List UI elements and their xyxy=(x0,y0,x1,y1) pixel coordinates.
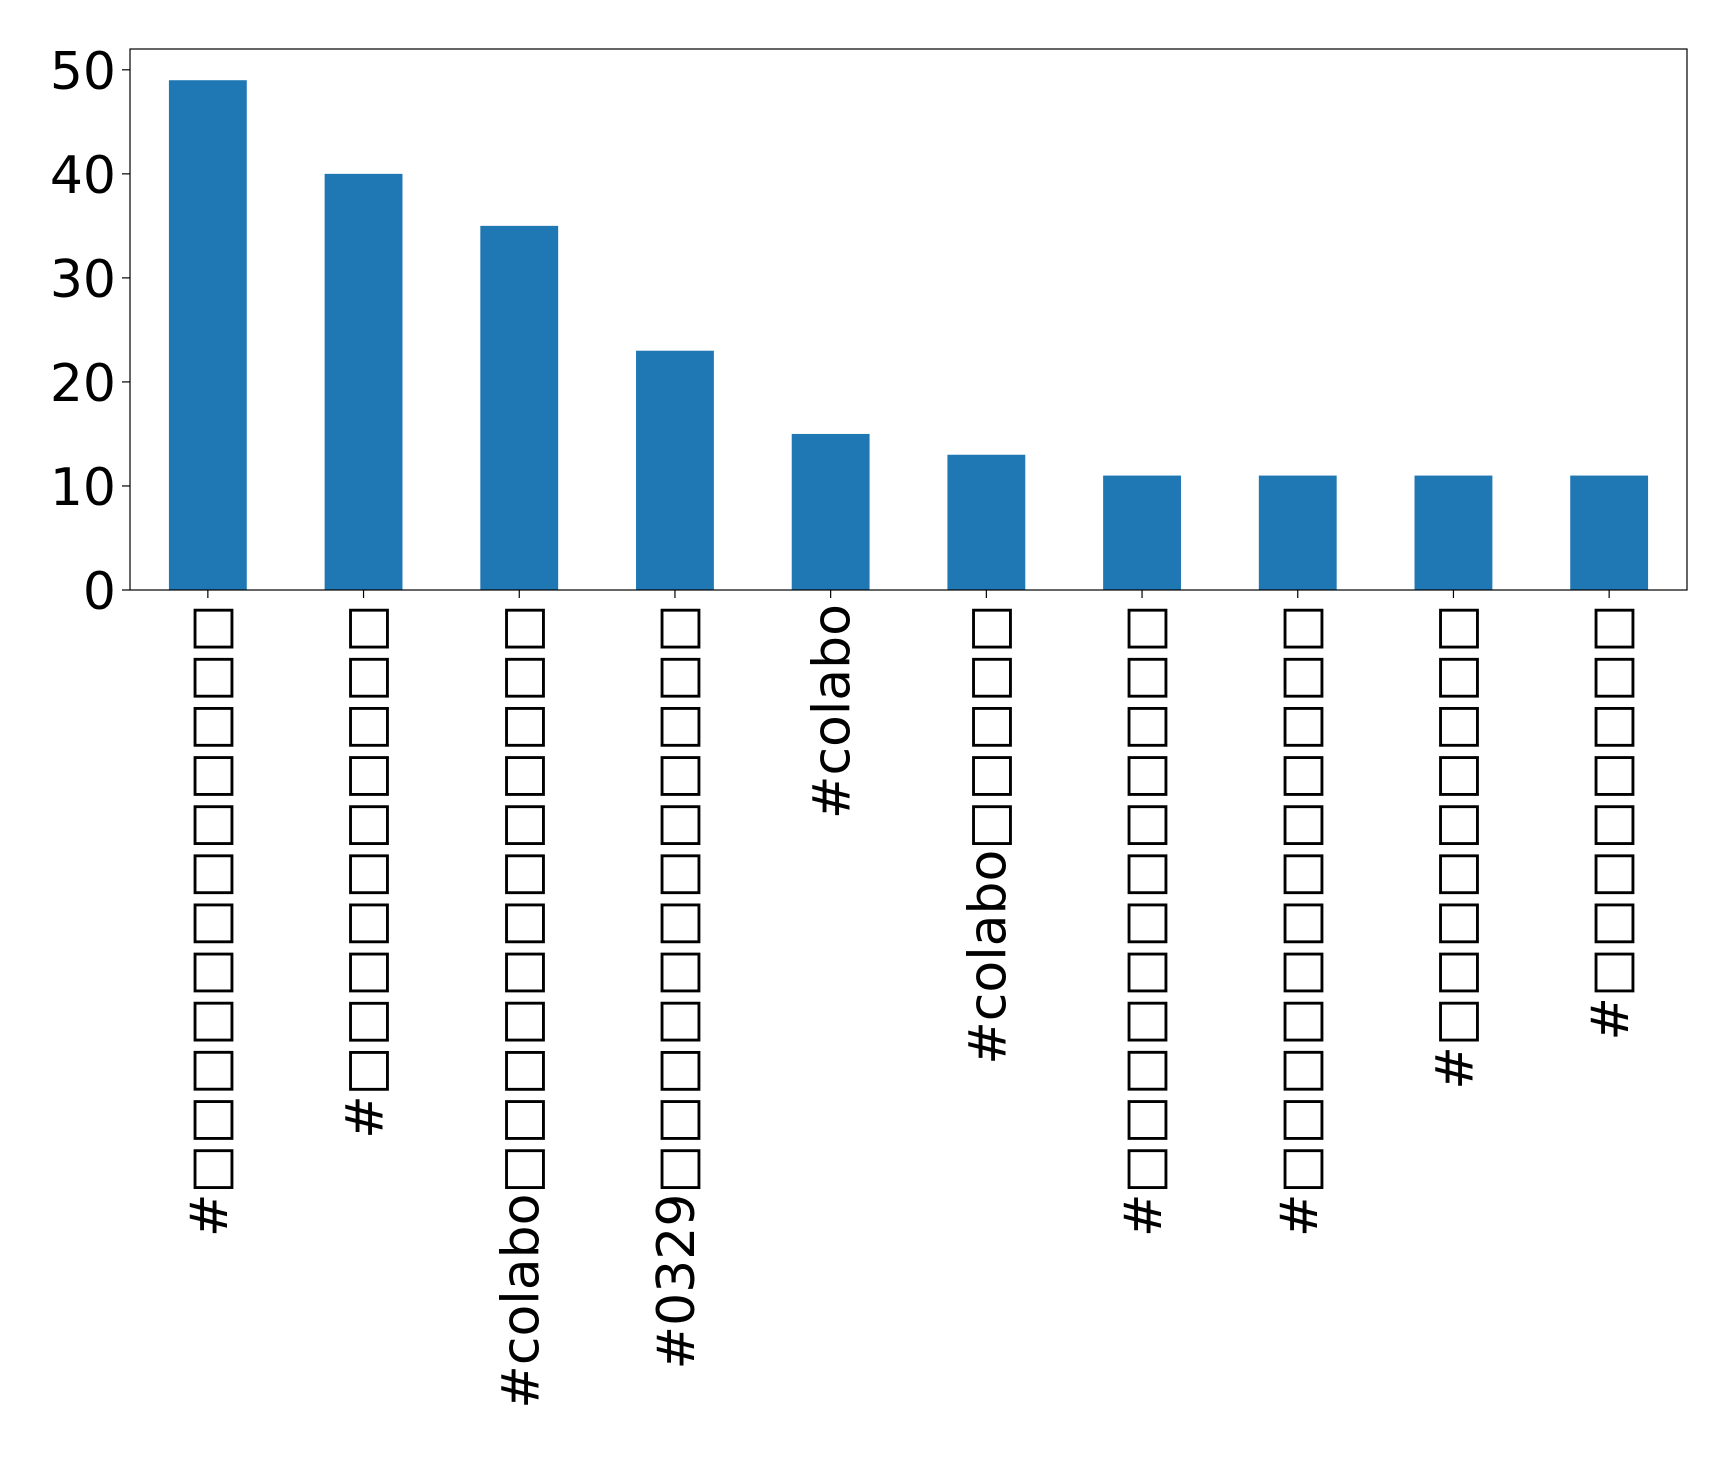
x-tick-label: #□□□□□□□□□□□□ xyxy=(1270,604,1330,1237)
x-tick-label: #□□□□□□□□□□□□ xyxy=(180,604,240,1237)
x-tick-label: #0329□□□□□□□□□□□□ xyxy=(647,604,707,1369)
x-tick-label: #colabo□□□□□□□□□□□□ xyxy=(491,604,551,1409)
x-tick-label: #colabo xyxy=(803,604,863,819)
x-tick-label: #□□□□□□□□□□□□ xyxy=(1114,604,1174,1237)
bar xyxy=(791,433,870,590)
bar xyxy=(947,454,1026,590)
y-tick-label: 50 xyxy=(50,42,116,102)
y-tick-label: 20 xyxy=(50,354,116,414)
bar xyxy=(1570,475,1649,590)
x-tick-label: #□□□□□□□□□□ xyxy=(336,604,396,1139)
bar xyxy=(636,350,714,590)
bar xyxy=(480,225,559,590)
y-tick-label: 40 xyxy=(50,146,116,206)
bar xyxy=(1258,475,1337,590)
bar xyxy=(1103,475,1181,590)
plot-frame xyxy=(129,48,1688,591)
bar xyxy=(168,80,247,590)
y-tick-label: 10 xyxy=(50,458,116,518)
y-tick-label: 0 xyxy=(83,562,116,622)
bar xyxy=(1414,475,1493,590)
y-tick-label: 30 xyxy=(50,250,116,310)
x-tick-label: #□□□□□□□□ xyxy=(1581,604,1641,1041)
bar xyxy=(324,173,403,590)
x-tick-label: #colabo□□□□□ xyxy=(958,604,1018,1065)
x-tick-label: #□□□□□□□□□ xyxy=(1425,604,1485,1090)
